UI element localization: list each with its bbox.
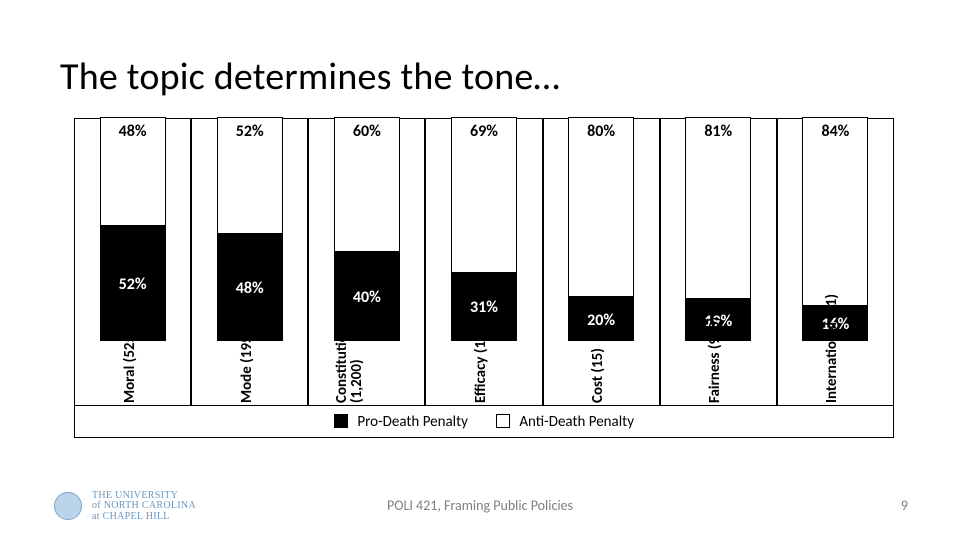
slide: The topic determines the tone… 48% 52% Mor… [0,0,960,540]
x-axis-label: Moral (525) [121,330,139,403]
bar-value-anti: 84% [821,118,849,141]
bar-value-anti: 81% [704,118,732,141]
bar-segment-anti: 52% [217,117,283,233]
page-number: 9 [901,497,908,514]
stacked-bar-chart: 48% 52% Moral (525) 52% 48% Mode (195) 60% 40% C… [74,118,894,438]
bar-value-anti: 48% [119,118,147,141]
bar-value-pro: 48% [236,275,264,298]
chart-column: 52% 48% Mode (195) [191,119,308,405]
bar-value-anti: 69% [470,118,498,141]
bar-value-pro: 31% [470,294,498,317]
stacked-bar: 69% 31% [451,117,517,341]
bar-segment-pro: 20% [568,296,634,341]
x-axis-label: Constitutional(1,200) [335,315,365,403]
bar-value-anti: 52% [236,118,264,141]
chart-column: 48% 52% Moral (525) [75,119,191,405]
legend-item-pro: Pro-Death Penalty [334,413,468,431]
slide-title: The topic determines the tone… [60,54,560,100]
legend-item-anti: Anti-Death Penalty [496,413,634,431]
chart-plot-area: 48% 52% Moral (525) 52% 48% Mode (195) 60% 40% C… [75,119,893,405]
legend-label-anti: Anti-Death Penalty [519,413,634,431]
bar-segment-pro: 52% [100,225,166,341]
bar-value-anti: 80% [587,118,615,141]
bar-value-pro: 20% [587,307,615,330]
chart-legend: Pro-Death Penalty Anti-Death Penalty [75,405,893,437]
stacked-bar: 52% 48% [217,117,283,341]
bar-segment-anti: 80% [568,117,634,296]
bar-value-anti: 60% [353,118,381,141]
stacked-bar: 60% 40% [334,117,400,341]
legend-swatch-anti [496,414,510,428]
legend-swatch-pro [334,414,348,428]
x-axis-label: Cost (15) [589,348,607,403]
bar-segment-anti: 48% [100,117,166,225]
stacked-bar: 80% 20% [568,117,634,341]
x-axis-label: Fairness (920) [706,317,724,403]
x-axis-label: Mode (195) [238,331,256,403]
bar-segment-anti: 84% [802,117,868,305]
bar-segment-anti: 69% [451,117,517,272]
stacked-bar: 81%19% [685,117,751,341]
legend-label-pro: Pro-Death Penalty [357,413,468,431]
chart-column: 60% 40% Constitutional(1,200) [308,119,425,405]
bar-segment-anti: 60% [334,117,400,251]
chart-column: 69% 31% Efficacy (176) [425,119,542,405]
chart-column: 80% 20% Cost (15) [543,119,660,405]
x-axis-label: International (91) [823,294,841,403]
chart-column: 84%16%International (91) [777,119,893,405]
bar-value-pro: 52% [119,271,147,294]
footer-caption: POLI 421, Framing Public Policies [0,497,960,514]
bar-value-pro: 40% [353,284,381,307]
x-axis-label: Efficacy (176) [472,321,490,403]
bar-segment-pro: 48% [217,233,283,341]
chart-column: 81%19%Fairness (920) [660,119,777,405]
bar-segment-anti: 81% [685,117,751,298]
stacked-bar: 48% 52% [100,117,166,341]
